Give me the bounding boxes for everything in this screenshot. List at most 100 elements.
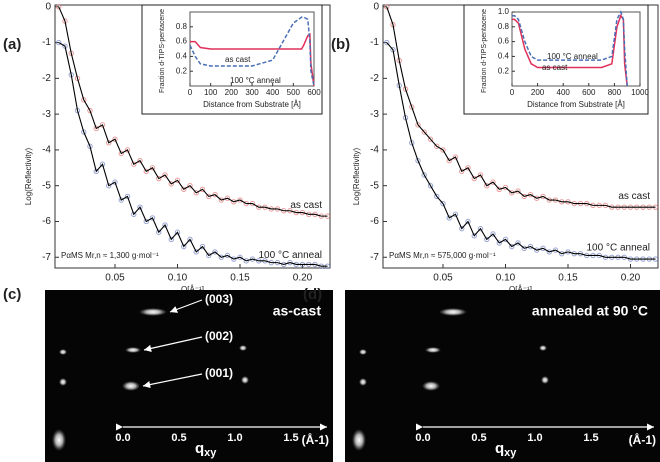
data-point bbox=[459, 168, 465, 175]
x-tick-label: 0.20 bbox=[621, 273, 641, 284]
data-point bbox=[156, 229, 162, 235]
data-point bbox=[143, 168, 149, 175]
data-point bbox=[93, 125, 99, 132]
data-point bbox=[56, 39, 62, 46]
data-point bbox=[168, 181, 174, 187]
data-point bbox=[415, 157, 421, 164]
x-tick-label: 0.20 bbox=[293, 273, 313, 284]
data-point bbox=[193, 190, 199, 196]
profile-line bbox=[189, 16, 315, 87]
data-point bbox=[131, 161, 137, 167]
panel-label: (d) bbox=[303, 286, 322, 303]
data-point bbox=[552, 247, 559, 253]
data-point bbox=[212, 249, 218, 255]
peak-label: (001) bbox=[205, 366, 233, 380]
peak-arrow bbox=[143, 336, 203, 352]
y-tick-label: 0.2 bbox=[498, 66, 510, 75]
fit-line bbox=[58, 6, 328, 217]
data-point bbox=[87, 107, 93, 114]
x-axis-label: Q[Å⁻¹] bbox=[181, 285, 204, 294]
y-tick-label: -6 bbox=[42, 216, 51, 227]
data-point bbox=[452, 211, 459, 218]
data-point bbox=[465, 218, 471, 225]
y-tick-label: -4 bbox=[42, 145, 51, 156]
data-point bbox=[509, 243, 515, 250]
q-axis-label: qxy bbox=[495, 440, 517, 459]
q-tick-label: 0.0 bbox=[115, 432, 130, 444]
data-point bbox=[99, 122, 106, 128]
y-tick-label: -1 bbox=[370, 37, 379, 48]
data-point bbox=[509, 190, 515, 196]
x-tick-label: 0.15 bbox=[230, 273, 250, 284]
x-tick-label: 200 bbox=[531, 88, 545, 97]
series-label: 100 °C anneal bbox=[230, 76, 281, 85]
data-point bbox=[565, 249, 571, 255]
panel-label: (a) bbox=[3, 36, 21, 53]
data-point bbox=[471, 233, 477, 239]
data-point bbox=[106, 140, 112, 146]
q-tick-label: 0.5 bbox=[171, 432, 186, 444]
data-point bbox=[434, 193, 440, 200]
profile-line bbox=[512, 10, 628, 87]
data-point bbox=[56, 4, 62, 10]
data-point bbox=[446, 157, 452, 164]
data-point bbox=[174, 177, 181, 184]
x-tick-label: 800 bbox=[608, 88, 622, 97]
x-tick-label: 0 bbox=[188, 88, 193, 97]
data-point bbox=[106, 183, 112, 189]
data-point bbox=[527, 243, 534, 250]
data-point bbox=[452, 154, 459, 160]
y-tick-label: -7 bbox=[42, 252, 51, 263]
y-tick-label: -5 bbox=[42, 180, 51, 191]
y-axis-label: Log(Reflectivity) bbox=[352, 147, 361, 205]
data-point bbox=[421, 129, 427, 135]
q-tick-label: 0.0 bbox=[415, 432, 430, 444]
data-point bbox=[434, 143, 440, 150]
x-tick-label: 0.05 bbox=[105, 273, 125, 284]
diffraction-spot bbox=[359, 378, 367, 386]
fit-line bbox=[386, 42, 656, 260]
data-point bbox=[484, 236, 490, 243]
data-point bbox=[502, 184, 509, 191]
x-tick-label: 0.10 bbox=[496, 273, 516, 284]
series-label: as cast bbox=[542, 63, 568, 72]
data-point bbox=[249, 256, 256, 262]
data-point bbox=[99, 161, 106, 167]
x-tick-label: 600 bbox=[582, 88, 596, 97]
data-point bbox=[187, 183, 193, 189]
y-axis-label: Fraction d-TIPS-pentacene bbox=[481, 9, 488, 93]
q-tick-label: 1.0 bbox=[227, 432, 242, 444]
y-tick-label: 1.0 bbox=[498, 7, 510, 16]
y-tick-label: -2 bbox=[370, 73, 379, 84]
data-point bbox=[490, 179, 496, 185]
data-point bbox=[118, 197, 124, 203]
diffraction-spot bbox=[425, 347, 441, 353]
diffraction-image bbox=[345, 290, 660, 462]
x-tick-label: 0.10 bbox=[168, 273, 188, 284]
data-point bbox=[237, 197, 243, 203]
diffraction-spot bbox=[439, 308, 467, 316]
y-tick-label: -6 bbox=[370, 216, 379, 227]
data-point bbox=[477, 172, 484, 178]
diffraction-spot bbox=[241, 376, 249, 384]
data-point bbox=[384, 4, 390, 10]
data-point bbox=[218, 197, 224, 203]
peak-arrow bbox=[142, 373, 203, 389]
data-point bbox=[534, 247, 540, 253]
q-tick-label: 1.5 bbox=[283, 432, 298, 444]
inset-frame bbox=[141, 4, 323, 115]
x-tick-label: 0.05 bbox=[433, 273, 453, 284]
data-point bbox=[471, 175, 477, 182]
data-point bbox=[137, 204, 143, 210]
x-tick-label: 400 bbox=[266, 88, 280, 97]
q-axis-label: qxy bbox=[195, 440, 217, 459]
series-label: as cast bbox=[225, 55, 251, 64]
data-point bbox=[168, 236, 174, 243]
y-tick-label: 0.8 bbox=[498, 22, 510, 31]
data-point bbox=[415, 122, 421, 128]
peak-arrow bbox=[169, 299, 203, 313]
series-label: 100 °C anneal bbox=[587, 243, 651, 254]
data-point bbox=[496, 186, 502, 192]
data-point bbox=[515, 188, 521, 194]
x-tick-label: 500 bbox=[287, 88, 301, 97]
